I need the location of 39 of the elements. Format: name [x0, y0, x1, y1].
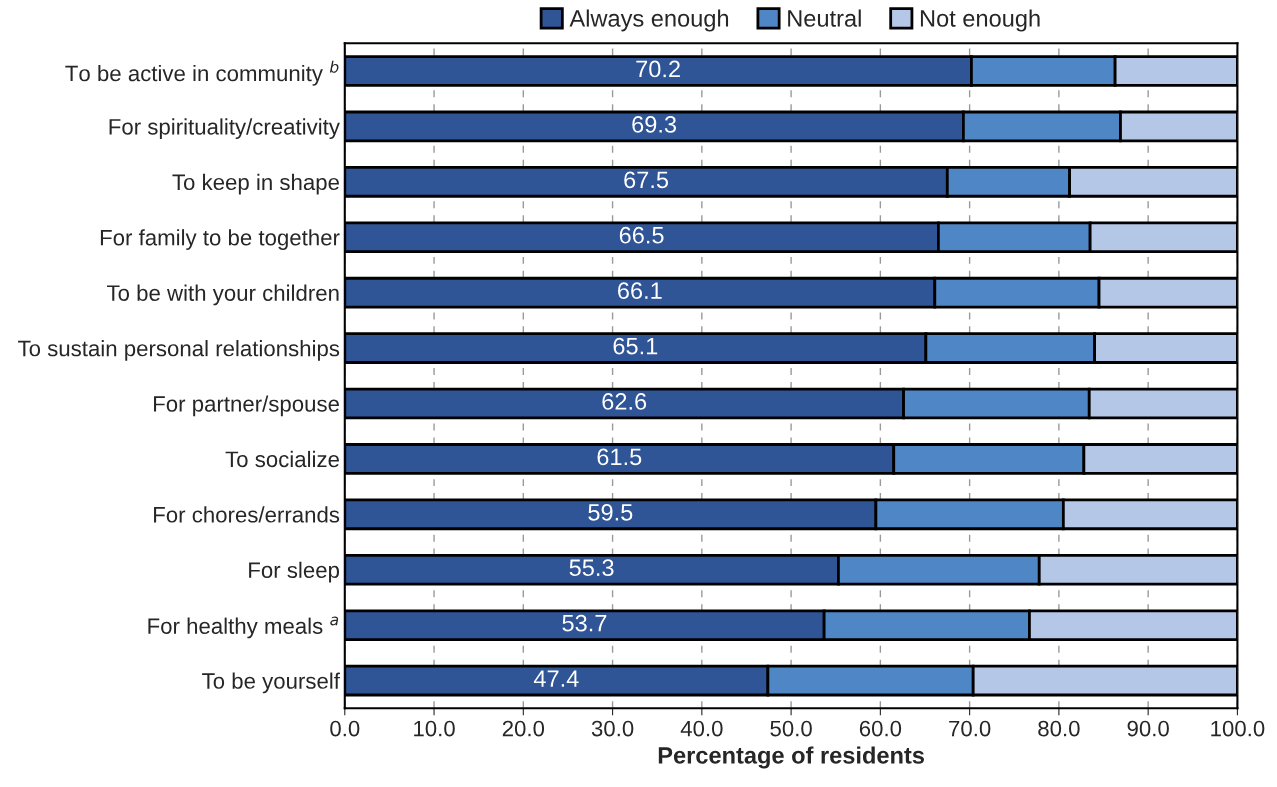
- data-label: 59.5: [588, 503, 633, 521]
- y-tick-label: To sustain personal relationships: [18, 340, 340, 361]
- y-tick-label: To be active in community $^{b}$: [65, 60, 339, 86]
- data-label: 66.5: [619, 226, 664, 244]
- y-tick-label: For healthy meals $^{a}$: [148, 616, 339, 639]
- x-tick-label: 60.0: [859, 720, 902, 737]
- y-tick-label: To socialize: [225, 450, 339, 468]
- x-tick-label: 50.0: [770, 720, 812, 737]
- data-label: 65.1: [613, 337, 658, 355]
- y-tick-label: To keep in shape: [172, 173, 339, 195]
- data-label: 67.5: [624, 171, 669, 189]
- x-tick-label: 90.0: [1127, 720, 1169, 737]
- x-tick-label: 80.0: [1038, 720, 1080, 737]
- legend-label: Neutral: [788, 9, 861, 27]
- x-tick-label: 70.0: [949, 720, 991, 737]
- x-axis-title: Percentage of residents: [658, 746, 924, 769]
- y-tick-label: To be yourself: [202, 672, 340, 694]
- y-tick-label: For chores/errands: [154, 506, 340, 523]
- x-tick-label: 100.0: [1211, 720, 1265, 737]
- data-label: 69.3: [632, 116, 677, 133]
- y-tick-label: For family to be together: [100, 229, 340, 250]
- y-tick-label: For sleep: [249, 561, 339, 583]
- x-tick-label: 20.0: [502, 720, 545, 737]
- data-label: 61.5: [597, 448, 642, 466]
- y-tick-label: For partner/spouse: [154, 395, 339, 417]
- data-label: 55.3: [569, 559, 614, 577]
- data-label: 70.2: [636, 60, 680, 78]
- data-label: 47.4: [533, 670, 579, 687]
- data-label: 53.7: [562, 614, 607, 632]
- x-tick-label: 30.0: [591, 720, 634, 737]
- x-tick-label: 10.0: [414, 720, 455, 737]
- y-tick-label: For spirituality/creativity: [109, 118, 340, 140]
- data-label: 66.1: [618, 282, 662, 299]
- x-tick-label: 40.0: [680, 720, 723, 737]
- legend-label: Not enough: [920, 9, 1040, 32]
- data-label: 62.6: [602, 393, 647, 410]
- y-tick-label: To be with your children: [107, 284, 339, 306]
- legend-label: Always enough: [569, 9, 729, 32]
- x-tick-label: 0.0: [330, 720, 360, 737]
